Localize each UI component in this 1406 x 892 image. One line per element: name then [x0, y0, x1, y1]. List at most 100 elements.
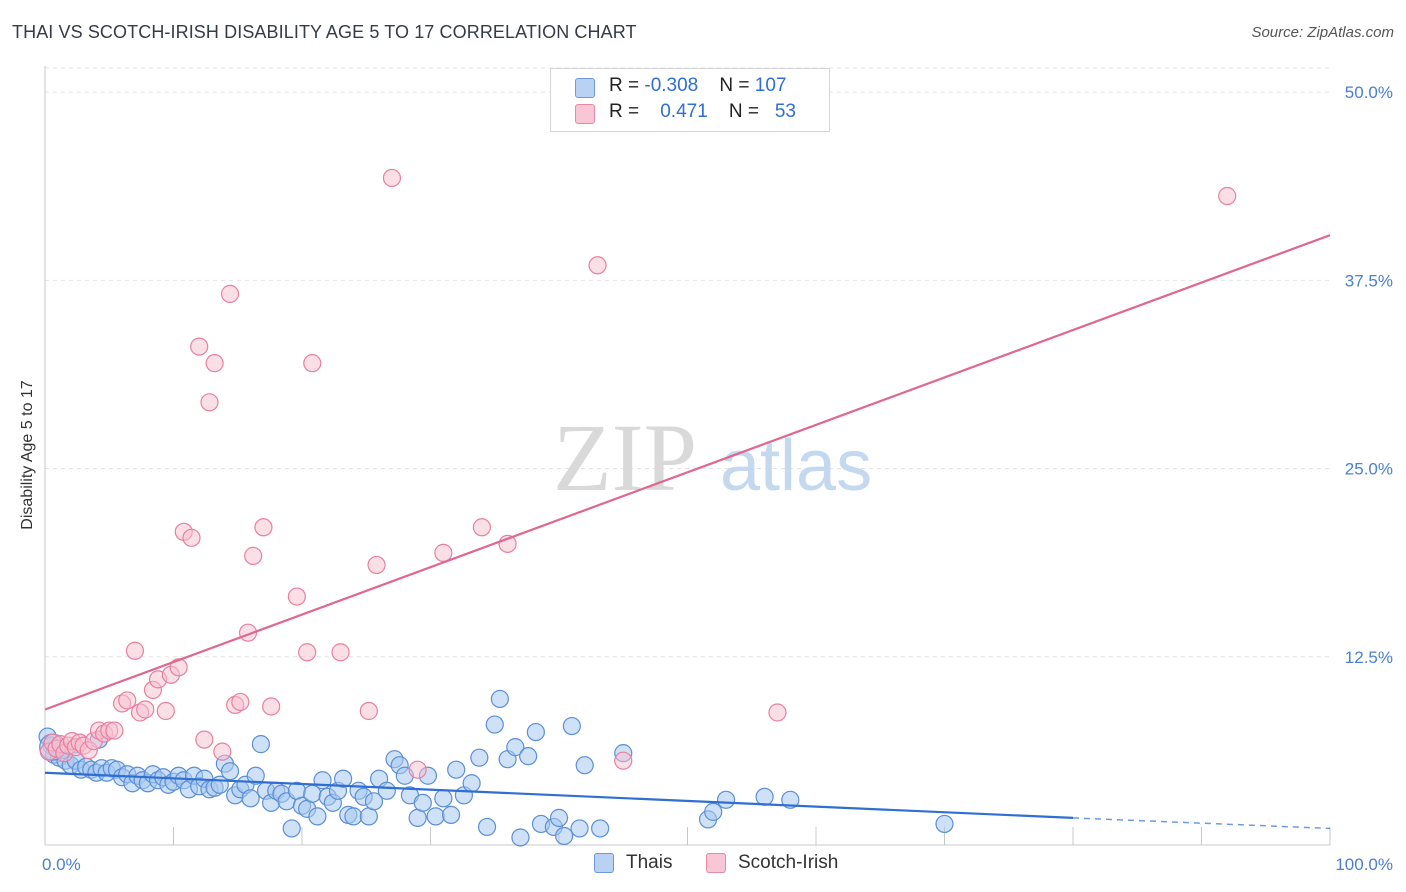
thais-point [241, 789, 260, 808]
thais-point [477, 817, 497, 837]
x-tick-label: 0.0% [42, 855, 81, 874]
thais-label: Thais [626, 852, 673, 873]
thais-point [526, 722, 545, 742]
legend-r-value: -0.308 [644, 75, 699, 96]
thais-point [413, 793, 432, 812]
thais-trend-line [44, 771, 1074, 819]
legend-n-label: N = [728, 101, 765, 122]
thais-point [935, 814, 954, 834]
scotch-irish-point [213, 742, 232, 761]
scotch-irish-point [220, 284, 240, 303]
thais-point [434, 789, 453, 808]
thais-point [781, 790, 800, 809]
thais-point [220, 762, 240, 781]
thais-point [426, 807, 445, 826]
thais-point [462, 774, 481, 793]
y-tick-label: 12.5% [1345, 648, 1393, 667]
scotch-irish-point [287, 587, 306, 606]
scotch-irish-point [298, 643, 317, 662]
legend-n-value: 107 [754, 75, 787, 96]
scotch-irish-point [359, 701, 378, 721]
gridlines [45, 67, 1330, 658]
scotch-irish-point [125, 641, 145, 660]
scotch-irish-point [303, 354, 322, 373]
thais-point [511, 828, 530, 847]
scotch-irish-point [1218, 186, 1237, 206]
legend-r-label: R = [609, 75, 645, 96]
watermark-zip: ZIP [553, 404, 697, 511]
scotch-irish-point [195, 730, 214, 749]
scotch-irish-point [254, 518, 273, 537]
thais-point [755, 787, 774, 806]
chart-title: THAI VS SCOTCH-IRISH DISABILITY AGE 5 TO… [12, 22, 637, 42]
scotch-irish-point [614, 751, 633, 770]
scotch-irish-trend-line [44, 234, 1331, 711]
source-label: Source: ZipAtlas.com [1251, 24, 1394, 41]
thais-point [506, 738, 525, 757]
y-tick-label: 50.0% [1345, 83, 1393, 102]
thais-point [282, 819, 301, 838]
thais-point [549, 808, 569, 827]
thais-point [555, 826, 574, 846]
scotch-irish-point [182, 528, 201, 547]
thais-point [490, 689, 509, 709]
thais-point [408, 808, 427, 827]
thais-point [334, 769, 353, 788]
legend-r-value: 0.471 [660, 101, 708, 122]
thais-point [485, 715, 504, 734]
scotch-irish-point [367, 555, 386, 575]
thais-point [716, 790, 736, 809]
series-scotch-irish [39, 168, 1237, 779]
thais-point [359, 807, 378, 826]
y-tick-label: 25.0% [1345, 460, 1393, 479]
tick-labels: 12.5% 25.0% 37.5% 50.0% 0.0% 100.0% [42, 83, 1393, 874]
thais-point [519, 747, 538, 766]
series-thais [38, 689, 954, 847]
thais-trend-extension [1072, 817, 1331, 830]
stats-legend: R = -0.308 N = 107 R = 0.471 N = 53 [550, 68, 830, 132]
scotch-irish-point [231, 692, 250, 712]
thais-point [441, 805, 461, 824]
thais-point [575, 756, 594, 775]
scotch-irish-point [105, 721, 124, 740]
thais-point [251, 735, 270, 754]
scotch-irish-point [156, 701, 175, 721]
y-tick-label: 37.5% [1345, 271, 1393, 290]
legend-r-label: R = [609, 101, 645, 122]
thais-point [470, 748, 489, 767]
scotch-irish-point [434, 543, 453, 562]
scotch-irish-point [205, 354, 224, 373]
scotch-irish-label: Scotch-Irish [738, 852, 839, 873]
x-tick-label: 100.0% [1335, 855, 1393, 874]
scotch-irish-point [331, 643, 350, 662]
thais-point [377, 781, 396, 800]
legend-swatch-scotch-irish [575, 104, 595, 124]
thais-point [364, 792, 384, 811]
thais-point [447, 760, 466, 779]
scotch-irish-point [190, 337, 209, 356]
thais-point [308, 807, 327, 826]
scotch-irish-point [262, 697, 281, 716]
scotch-irish-point [136, 700, 155, 719]
scotch-irish-point [408, 760, 427, 779]
legend-n-value: 53 [774, 101, 796, 122]
thais-point [562, 716, 581, 736]
thais-point [704, 802, 723, 821]
thais-point [570, 819, 589, 838]
scotch-irish-point [118, 691, 137, 710]
scotch-irish-point [244, 546, 263, 565]
scotch-irish-point [588, 256, 607, 275]
scotch-irish-point [382, 168, 402, 188]
scotch-irish-swatch [706, 853, 726, 873]
scotch-irish-point [169, 658, 188, 677]
scotch-irish-point [472, 518, 491, 537]
thais-swatch [594, 853, 614, 873]
thais-point [591, 819, 610, 838]
legend-n-label: N = [719, 75, 755, 96]
watermark: ZIP atlas [553, 404, 872, 511]
legend-swatch-thais [575, 78, 595, 98]
scotch-irish-point [768, 703, 787, 722]
thais-point [344, 807, 363, 826]
trend-lines [44, 234, 1331, 830]
